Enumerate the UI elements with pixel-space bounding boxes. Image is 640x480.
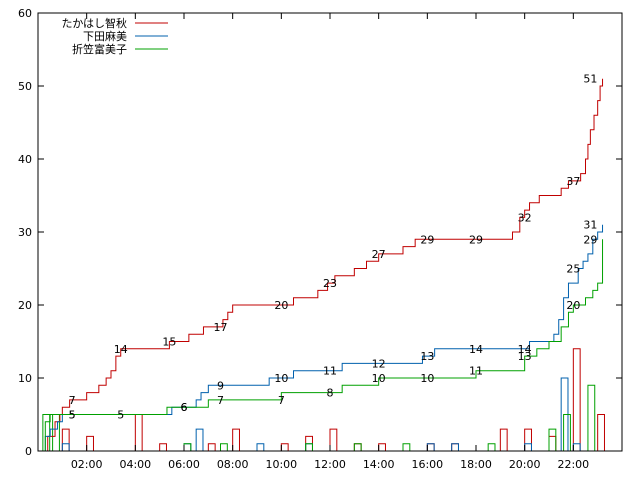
data-label: 12 — [372, 357, 386, 370]
legend-label: 下田麻美 — [83, 29, 127, 43]
x-tick-label: 18:00 — [460, 458, 492, 471]
bar — [487, 443, 496, 451]
series-line — [38, 239, 604, 452]
data-label: 23 — [323, 277, 337, 290]
x-tick-label: 06:00 — [168, 458, 200, 471]
bar — [61, 443, 70, 451]
data-label: 8 — [327, 387, 334, 400]
bar — [353, 443, 362, 451]
data-label: 5 — [69, 409, 76, 422]
y-tick-label: 30 — [18, 226, 32, 239]
x-tick-label: 12:00 — [314, 458, 346, 471]
data-label: 14 — [469, 343, 483, 356]
bar — [548, 428, 557, 451]
data-label: 14 — [114, 343, 128, 356]
x-tick-label: 22:00 — [557, 458, 589, 471]
legend-label: 折笠富美子 — [72, 42, 127, 56]
bar — [572, 443, 581, 451]
bar — [61, 428, 70, 451]
data-label: 7 — [278, 394, 285, 407]
x-tick-label: 10:00 — [265, 458, 297, 471]
bar — [597, 414, 605, 451]
bar — [353, 443, 362, 451]
data-label: 10 — [274, 372, 288, 385]
series-line — [38, 78, 604, 452]
bar — [426, 443, 435, 451]
bar — [329, 428, 338, 451]
data-label: 11 — [469, 365, 483, 378]
y-tick-label: 10 — [18, 372, 32, 385]
bar — [524, 428, 532, 451]
x-tick-label: 02:00 — [71, 458, 103, 471]
bar — [42, 414, 51, 451]
bar — [183, 443, 192, 451]
bar — [52, 414, 60, 451]
bar — [86, 435, 94, 451]
y-tick-label: 50 — [18, 80, 32, 93]
bar — [159, 443, 167, 451]
bar — [402, 443, 411, 451]
data-label: 7 — [69, 394, 76, 407]
bar — [451, 443, 459, 451]
bar — [256, 443, 265, 451]
data-label: 10 — [372, 372, 386, 385]
data-label: 6 — [181, 401, 188, 414]
data-label: 5 — [69, 409, 76, 422]
data-label: 13 — [420, 350, 434, 363]
data-label: 29 — [420, 233, 434, 246]
data-label: 7 — [217, 394, 224, 407]
bar — [563, 414, 571, 451]
plot-frame — [37, 12, 623, 452]
bar — [305, 443, 313, 451]
y-tick-label: 0 — [25, 445, 32, 458]
data-label: 5 — [117, 409, 124, 422]
bar — [572, 348, 581, 451]
data-label: 37 — [566, 175, 580, 188]
data-label: 10 — [420, 372, 434, 385]
bar — [220, 443, 228, 451]
bar — [134, 414, 143, 451]
bar — [207, 443, 216, 451]
bar — [451, 443, 459, 451]
data-label: 20 — [566, 299, 580, 312]
data-label: 13 — [518, 350, 532, 363]
data-label: 29 — [583, 233, 597, 246]
y-tick-label: 60 — [18, 7, 32, 20]
bar — [587, 384, 596, 451]
data-label: 14 — [518, 343, 532, 356]
x-tick-label: 20:00 — [509, 458, 541, 471]
data-label: 31 — [583, 219, 597, 232]
data-label: 11 — [323, 365, 337, 378]
bar — [426, 443, 435, 451]
bar — [378, 443, 386, 451]
bar — [305, 443, 313, 451]
data-label: 15 — [162, 336, 176, 349]
y-tick-label: 20 — [18, 299, 32, 312]
data-label: 9 — [217, 379, 224, 392]
data-label: 6 — [181, 401, 188, 414]
data-label: 25 — [566, 263, 580, 276]
x-tick-label: 14:00 — [363, 458, 395, 471]
bar — [524, 443, 532, 451]
data-label: 20 — [274, 299, 288, 312]
data-label: 51 — [583, 73, 597, 86]
data-label: 27 — [372, 248, 386, 261]
bar — [183, 443, 192, 451]
data-label: 29 — [469, 233, 483, 246]
x-tick-label: 16:00 — [411, 458, 443, 471]
y-tick-label: 40 — [18, 153, 32, 166]
legend-label: たかはし智秋 — [61, 16, 127, 30]
bar — [280, 443, 289, 451]
bar — [232, 428, 240, 451]
x-tick-label: 04:00 — [119, 458, 151, 471]
x-tick-label: 08:00 — [217, 458, 249, 471]
data-label: 17 — [214, 321, 228, 334]
bar — [195, 428, 204, 451]
bar — [499, 428, 508, 451]
data-label: 32 — [518, 211, 532, 224]
bar — [548, 435, 557, 451]
